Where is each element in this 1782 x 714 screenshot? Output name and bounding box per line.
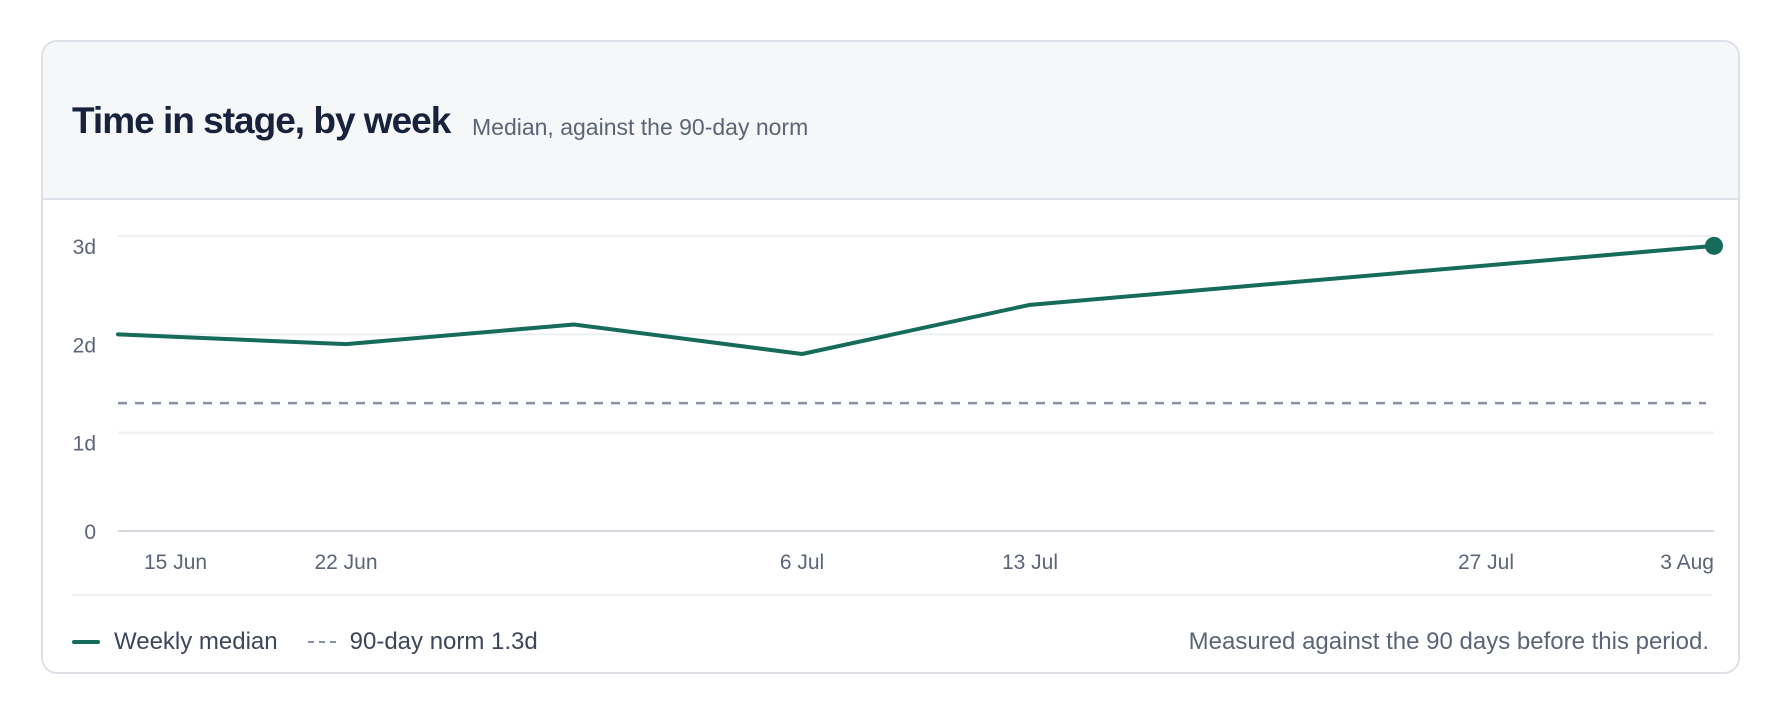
- y-tick-label: 1d: [73, 433, 96, 456]
- legend-series-label: Weekly median: [114, 628, 278, 655]
- legend-series-swatch: [72, 640, 100, 644]
- y-tick-label: 3d: [73, 236, 96, 259]
- footer-divider: [72, 594, 1712, 596]
- x-tick-label: 15 Jun: [144, 551, 207, 574]
- series-line-weekly-median: [116, 243, 1716, 356]
- card-header: Time in stage, by week Median, against t…: [43, 42, 1738, 200]
- x-tick-label: 6 Jul: [780, 551, 824, 574]
- chart-title: Time in stage, by week: [72, 100, 451, 141]
- x-tick-label: 3 Aug: [1660, 551, 1714, 574]
- x-tick-label: 13 Jul: [1002, 551, 1058, 574]
- chart-legend: Weekly median 90-day norm 1.3d: [72, 622, 538, 662]
- chart-footnote: Measured against the 90 days before this…: [1188, 628, 1709, 655]
- y-tick-label: 0: [84, 521, 96, 544]
- chart-subtitle: Median, against the 90-day norm: [472, 114, 809, 140]
- x-tick-label: 22 Jun: [314, 551, 377, 574]
- y-tick-label: 2d: [73, 334, 96, 357]
- last-data-point: [1705, 236, 1723, 255]
- chart-card: Time in stage, by week Median, against t…: [41, 40, 1740, 674]
- x-tick-label: 27 Jul: [1458, 551, 1514, 574]
- legend-norm-swatch: [307, 641, 336, 643]
- line-chart: 0 1d 2d 3d 15 Jun 22 Jun 6 Jul 13 Jul 27 Jul 3 Au…: [73, 235, 1723, 574]
- legend-norm-label: 90-day norm 1.3d: [349, 628, 538, 655]
